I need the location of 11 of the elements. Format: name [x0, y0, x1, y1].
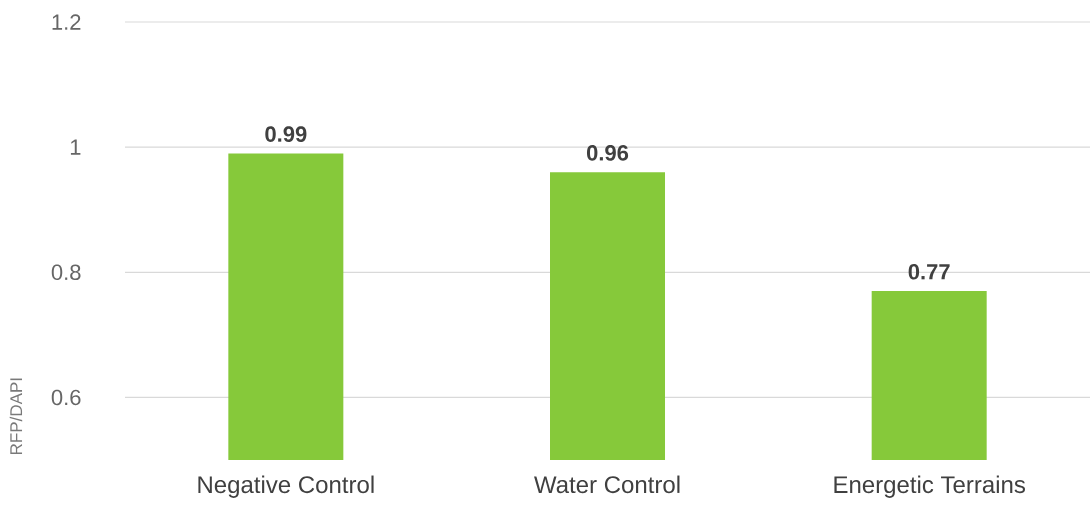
y-tick-label: 0.8: [51, 264, 81, 281]
x-tick-label: Water Control: [534, 475, 680, 494]
data-label: 0.77: [908, 263, 950, 280]
data-label: 0.99: [265, 126, 307, 142]
x-tick-label: Energetic Terrains: [834, 475, 1025, 498]
y-tick-label: 1.2: [52, 14, 81, 30]
data-label: 0.96: [586, 145, 629, 161]
y-tick-label: 0.6: [51, 389, 81, 406]
x-tick-label: Negative Control: [198, 475, 374, 498]
y-tick-label: 1: [70, 139, 81, 155]
y-axis-title: RFP/DAPI: [9, 378, 23, 455]
